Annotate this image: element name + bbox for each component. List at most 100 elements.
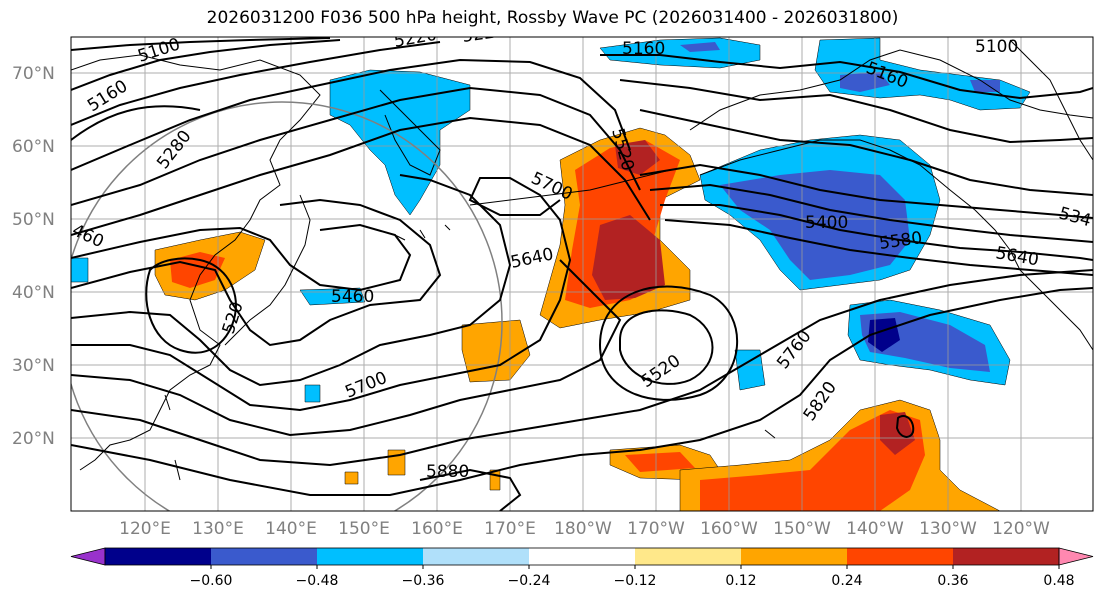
colorbar-swatches bbox=[70, 547, 1094, 566]
map-border bbox=[70, 36, 1094, 512]
negative-anomaly-arctic bbox=[599, 37, 761, 69]
contour-high-small bbox=[895, 414, 915, 438]
contour-label-group: 5100 5220 5220 5160 5100 5160 5160 5280 … bbox=[71, 21, 1093, 482]
colorbar-tick-label: 0.36 bbox=[937, 573, 968, 589]
colorbar-extend-high bbox=[1058, 547, 1094, 566]
contour-arctic-1 bbox=[600, 54, 1093, 100]
height-contours bbox=[71, 37, 1093, 511]
contour-label: 5220 bbox=[461, 21, 507, 47]
lat-label-60n: 60°N bbox=[12, 137, 55, 157]
contour-arctic-2 bbox=[619, 79, 1093, 144]
contour-5580-a bbox=[71, 174, 512, 387]
colorbar: −0.60 −0.48 −0.36 −0.24 −0.12 0.12 0.24 0.36 0.4… bbox=[70, 547, 1094, 589]
lat-label-50n: 50°N bbox=[12, 210, 55, 230]
contour-5640-a bbox=[71, 177, 572, 412]
contour-5520-a bbox=[71, 198, 442, 347]
positive-anomaly-japan-sea-red bbox=[170, 252, 225, 288]
negative-anomaly-small-3 bbox=[734, 349, 766, 391]
lat-label-30n: 30°N bbox=[12, 356, 55, 376]
negative-anomaly-alaska-dark-2 bbox=[970, 80, 1000, 92]
contour-5220-a bbox=[71, 41, 441, 126]
contour-loop-japan bbox=[145, 257, 237, 354]
contour-5700-a bbox=[71, 259, 622, 437]
lon-label: 140°E bbox=[265, 519, 317, 539]
lon-label: 180°W bbox=[554, 519, 612, 539]
colorbar-swatch bbox=[423, 548, 530, 565]
colorbar-swatch bbox=[741, 548, 848, 565]
positive-anomaly-central-pacific-core-2 bbox=[615, 140, 660, 175]
coastline-kamchatka bbox=[379, 89, 441, 176]
contour-label: 5160 bbox=[622, 39, 665, 59]
lon-label: 150°E bbox=[338, 519, 390, 539]
negative-anomaly-small-4 bbox=[71, 257, 89, 283]
coastline-asia bbox=[71, 54, 321, 471]
negative-anomaly-small-2 bbox=[304, 384, 321, 403]
colorbar-tick-label: −0.36 bbox=[402, 573, 445, 589]
positive-anomaly-hawaii-red bbox=[625, 452, 695, 472]
negative-anomaly-ne-pacific-core bbox=[868, 318, 900, 352]
colorbar-swatch bbox=[635, 548, 742, 565]
colorbar-outline bbox=[104, 547, 1060, 566]
negative-anomaly-alaska-dark bbox=[840, 72, 890, 92]
colorbar-tick-label: 0.12 bbox=[725, 573, 756, 589]
lon-label: 130°E bbox=[192, 519, 244, 539]
latitude-labels: 70°N 60°N 50°N 40°N 30°N 20°N bbox=[12, 64, 55, 449]
contour-alaska-1 bbox=[639, 163, 1093, 219]
colorbar-swatch bbox=[847, 548, 954, 565]
lon-label: 120°W bbox=[992, 519, 1050, 539]
contour-5160-north bbox=[71, 39, 341, 91]
contour-5880-a bbox=[419, 468, 522, 511]
map-title: 2026031200 F036 500 hPa height, Rossby W… bbox=[206, 8, 899, 28]
contour-arctic-3 bbox=[639, 109, 1093, 196]
colorbar-tick-label: −0.12 bbox=[614, 573, 657, 589]
contour-alaska-3 bbox=[660, 204, 1093, 261]
anomaly-shading bbox=[71, 37, 1031, 511]
colorbar-tick-label: −0.48 bbox=[296, 573, 339, 589]
lon-label: 140°W bbox=[846, 519, 904, 539]
lon-label: 170°E bbox=[484, 519, 536, 539]
contour-5400-a bbox=[71, 116, 651, 236]
reference-circle bbox=[71, 101, 503, 511]
coastline-japan bbox=[224, 194, 311, 346]
colorbar-swatch bbox=[529, 548, 636, 565]
positive-anomaly-central-pacific-core bbox=[592, 215, 665, 300]
colorbar-tick-label: 0.24 bbox=[831, 573, 862, 589]
contour-alaska-4 bbox=[664, 219, 1093, 276]
contour-low-circle-2 bbox=[598, 285, 739, 401]
colorbar-swatch bbox=[105, 548, 212, 565]
lat-label-40n: 40°N bbox=[12, 283, 55, 303]
contour-label: 5100 bbox=[975, 37, 1018, 57]
lon-label: 170°W bbox=[627, 519, 685, 539]
contour-label: 5460 bbox=[331, 287, 374, 307]
contour-5460-a bbox=[71, 223, 412, 292]
contour-5280-a bbox=[71, 58, 631, 171]
colorbar-swatch bbox=[211, 548, 318, 565]
contour-5340-a bbox=[71, 86, 641, 206]
positive-anomaly-tropical-east-red bbox=[700, 410, 925, 511]
contour-low-circle bbox=[619, 309, 714, 385]
contour-5820-a bbox=[71, 287, 1093, 496]
coastline-alaska-south bbox=[699, 139, 1093, 351]
lat-label-20n: 20°N bbox=[12, 429, 55, 449]
colorbar-swatch bbox=[317, 548, 424, 565]
positive-anomaly-tropical-east-core bbox=[880, 412, 915, 455]
colorbar-ticks: −0.60 −0.48 −0.36 −0.24 −0.12 0.12 0.24 0.36 0.4… bbox=[190, 565, 1075, 589]
positive-anomaly-small-2 bbox=[344, 471, 359, 485]
colorbar-tick-label: −0.60 bbox=[190, 573, 233, 589]
lat-label-70n: 70°N bbox=[12, 64, 55, 84]
contour-alaska-2 bbox=[649, 183, 1093, 243]
colorbar-extend-low bbox=[70, 547, 106, 566]
lon-label: 120°E bbox=[119, 519, 171, 539]
contour-5760-a bbox=[71, 269, 1093, 467]
colorbar-tick-label: 0.48 bbox=[1043, 573, 1074, 589]
lon-label: 160°E bbox=[411, 519, 463, 539]
lon-label: 150°W bbox=[773, 519, 831, 539]
colorbar-swatch bbox=[953, 548, 1060, 565]
coastline-aleutians bbox=[469, 169, 671, 206]
negative-anomaly-arctic-dark bbox=[680, 42, 720, 52]
contour-upper-left bbox=[71, 105, 201, 141]
graticule bbox=[71, 37, 1093, 511]
coastline-alaska bbox=[689, 49, 1093, 131]
longitude-labels: 120°E 130°E 140°E 150°E 160°E 170°E 180°… bbox=[119, 519, 1050, 539]
